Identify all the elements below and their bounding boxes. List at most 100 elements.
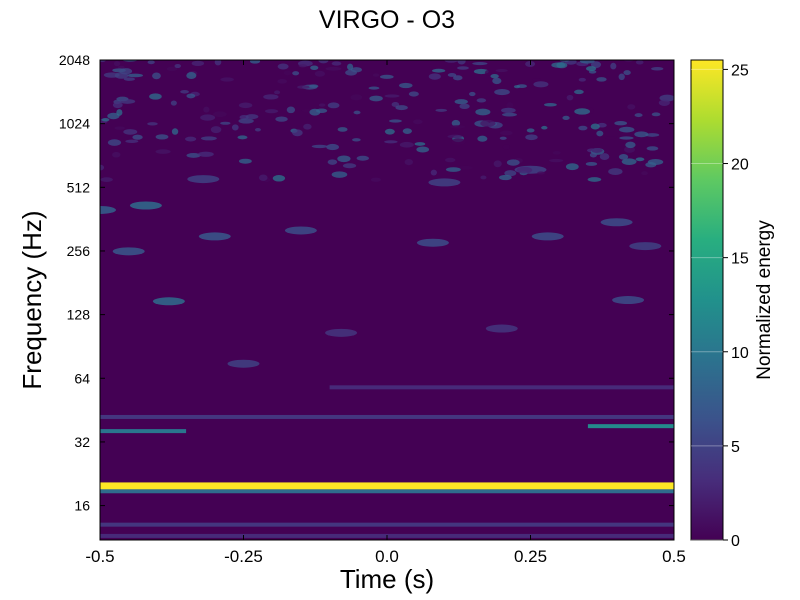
heatmap-noise-cell: [220, 77, 234, 82]
heatmap-noise-cell: [646, 146, 659, 151]
heatmap-noise-cell: [132, 134, 143, 140]
heatmap-noise-cell: [356, 155, 369, 161]
heatmap-blob: [198, 232, 231, 241]
heatmap-noise-cell: [541, 125, 548, 130]
heatmap-noise-cell: [155, 134, 169, 140]
heatmap-noise-cell: [258, 174, 268, 182]
heatmap-noise-cell: [506, 102, 514, 109]
heatmap-noise-cell: [391, 102, 400, 108]
heatmap-noise-cell: [454, 99, 468, 105]
heatmap-noise-cell: [596, 77, 607, 82]
colorbar-tick-label: 5: [731, 439, 740, 456]
heatmap-noise-cell: [274, 90, 281, 95]
heatmap-noise-cell: [458, 165, 474, 170]
heatmap-noise-cell: [525, 134, 538, 141]
heatmap-noise-cell: [543, 103, 557, 107]
heatmap-noise-cell: [119, 99, 136, 104]
x-tick-label: -0.25: [224, 547, 263, 566]
heatmap-noise-cell: [533, 81, 549, 88]
y-axis-ticks: 16 32 64 128 256 512 1024 2048: [59, 52, 674, 514]
heatmap-noise-cell: [634, 131, 649, 138]
heatmap-noise-cell: [191, 60, 205, 67]
colorbar: 0 5 10 15 20 25 Normalized energy: [690, 59, 775, 550]
heatmap-noise-cell: [453, 75, 463, 81]
heatmap-noise-cell: [634, 113, 643, 118]
heatmap-noise-cell: [171, 128, 179, 135]
colorbar-ticks: 0 5 10 15 20 25: [691, 62, 749, 550]
heatmap-noise-cell: [112, 101, 123, 109]
x-tick-label: -0.5: [85, 547, 114, 566]
heatmap-noise-cell: [100, 177, 113, 182]
heatmap-noise-cell: [249, 60, 261, 64]
heatmap-noise-cell: [331, 61, 342, 66]
heatmap-noise-cell: [432, 68, 446, 73]
heatmap-noise-cell: [100, 60, 106, 63]
heatmap-blob: [629, 242, 662, 251]
heatmap-noise-cell: [368, 86, 380, 90]
heatmap-noise-cell: [180, 89, 189, 94]
x-axis-label: Time (s): [340, 564, 434, 594]
y-tick-label: 2048: [59, 52, 90, 68]
heatmap-noise-cell: [318, 60, 329, 64]
heatmap-noise-cell: [586, 66, 597, 72]
x-axis-ticks: -0.5 -0.25 0.0 0.25 0.5: [85, 60, 686, 566]
heatmap-noise-cell: [372, 73, 380, 77]
heatmap-noise-cell: [399, 141, 414, 148]
heatmap-noise-cell: [286, 106, 296, 114]
heatmap-noise-cell: [384, 94, 400, 98]
heatmap-noise-cell: [326, 143, 340, 151]
heatmap-noise-cell: [353, 110, 361, 115]
heatmap-noise-cell: [152, 72, 161, 80]
heatmap-noise-cell: [651, 112, 661, 117]
heatmap-noise-cell: [459, 103, 470, 110]
heatmap-noise-cell: [516, 166, 533, 174]
heatmap-noise-cell: [275, 116, 288, 122]
heatmap-noise-cell: [414, 142, 426, 146]
heatmap-band: [329, 385, 674, 390]
heatmap-noise-cell: [589, 152, 597, 158]
heatmap-noise-cell: [625, 141, 636, 149]
heatmap-noise-cell: [599, 153, 610, 161]
heatmap-noise-cell: [645, 162, 657, 168]
y-axis-label: Frequency (Hz): [17, 210, 47, 389]
heatmap-noise-cell: [585, 161, 598, 166]
heatmap-noise-cell: [499, 136, 507, 140]
heatmap-noise-cell: [627, 104, 636, 110]
heatmap-noise-cell: [389, 119, 402, 123]
heatmap-noise-cell: [504, 170, 517, 177]
heatmap-noise-cell: [590, 61, 602, 69]
heatmap-noise-cell: [369, 95, 383, 102]
heatmap-noise-cell: [402, 128, 412, 134]
heatmap-noise-cell: [101, 117, 110, 122]
heatmap-noise-cell: [327, 102, 340, 109]
heatmap-noise-cell: [117, 65, 125, 70]
heatmap-noise-cell: [318, 103, 326, 107]
heatmap-noise-cell: [186, 93, 196, 99]
heatmap-blob: [612, 296, 645, 305]
heatmap-noise-cell: [623, 70, 631, 76]
colorbar-tick-label: 25: [731, 62, 749, 79]
heatmap-noise-cell: [147, 60, 155, 65]
heatmap-noise-cell: [578, 125, 588, 131]
y-tick-label: 64: [74, 370, 90, 386]
heatmap-noise-cell: [447, 134, 463, 139]
heatmap-noise-cell: [490, 73, 499, 79]
heatmap-noise-cell: [327, 159, 338, 165]
heatmap-noise-cell: [238, 102, 253, 109]
heatmap-noise-cell: [635, 157, 645, 162]
heatmap-noise-cell: [337, 155, 351, 163]
heatmap-noise-cell: [238, 118, 254, 124]
heatmap-noise-cell: [200, 136, 217, 141]
heatmap-noise-cell: [451, 138, 466, 145]
colorbar-tick-label: 10: [731, 345, 749, 362]
heatmap-noise-cell: [444, 157, 456, 163]
heatmap-noise-cell: [347, 63, 354, 71]
heatmap-noise-cell: [578, 77, 586, 82]
heatmap-blob: [129, 201, 162, 210]
heatmap-noise-cell: [556, 61, 568, 69]
x-tick-label: 0.5: [662, 547, 686, 566]
heatmap-noise-cell: [475, 108, 491, 116]
heatmap-noise-cell: [100, 164, 105, 171]
heatmap-noise-cell: [345, 69, 357, 76]
